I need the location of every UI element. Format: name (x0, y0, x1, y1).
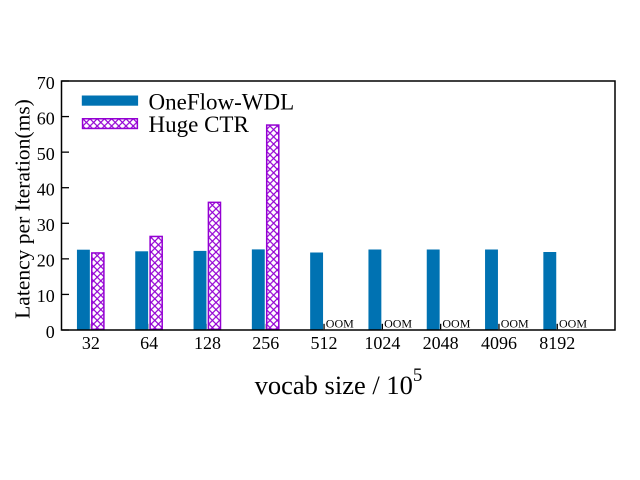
svg-text:512: 512 (311, 333, 338, 353)
svg-text:OOM: OOM (442, 317, 470, 331)
svg-text:Latency per Iteration(ms): Latency per Iteration(ms) (11, 99, 35, 319)
svg-text:Huge CTR: Huge CTR (149, 112, 250, 137)
svg-text:8192: 8192 (539, 333, 575, 353)
svg-text:32: 32 (82, 333, 100, 353)
svg-text:10: 10 (37, 286, 55, 306)
svg-text:128: 128 (194, 333, 221, 353)
svg-text:20: 20 (37, 251, 55, 271)
svg-text:50: 50 (37, 144, 55, 164)
svg-text:OOM: OOM (384, 317, 412, 331)
svg-text:0: 0 (46, 322, 55, 342)
svg-text:OOM: OOM (559, 317, 587, 331)
svg-text:60: 60 (37, 108, 55, 128)
svg-text:OOM: OOM (326, 317, 354, 331)
svg-text:256: 256 (252, 333, 279, 353)
svg-text:70: 70 (37, 73, 55, 93)
svg-text:40: 40 (37, 180, 55, 200)
svg-text:1024: 1024 (364, 333, 400, 353)
svg-text:vocab size / 105: vocab size / 105 (255, 365, 423, 400)
svg-text:64: 64 (140, 333, 158, 353)
svg-text:30: 30 (37, 215, 55, 235)
svg-text:OOM: OOM (501, 317, 529, 331)
svg-text:4096: 4096 (481, 333, 517, 353)
svg-text:OneFlow-WDL: OneFlow-WDL (149, 89, 295, 114)
svg-text:2048: 2048 (423, 333, 459, 353)
